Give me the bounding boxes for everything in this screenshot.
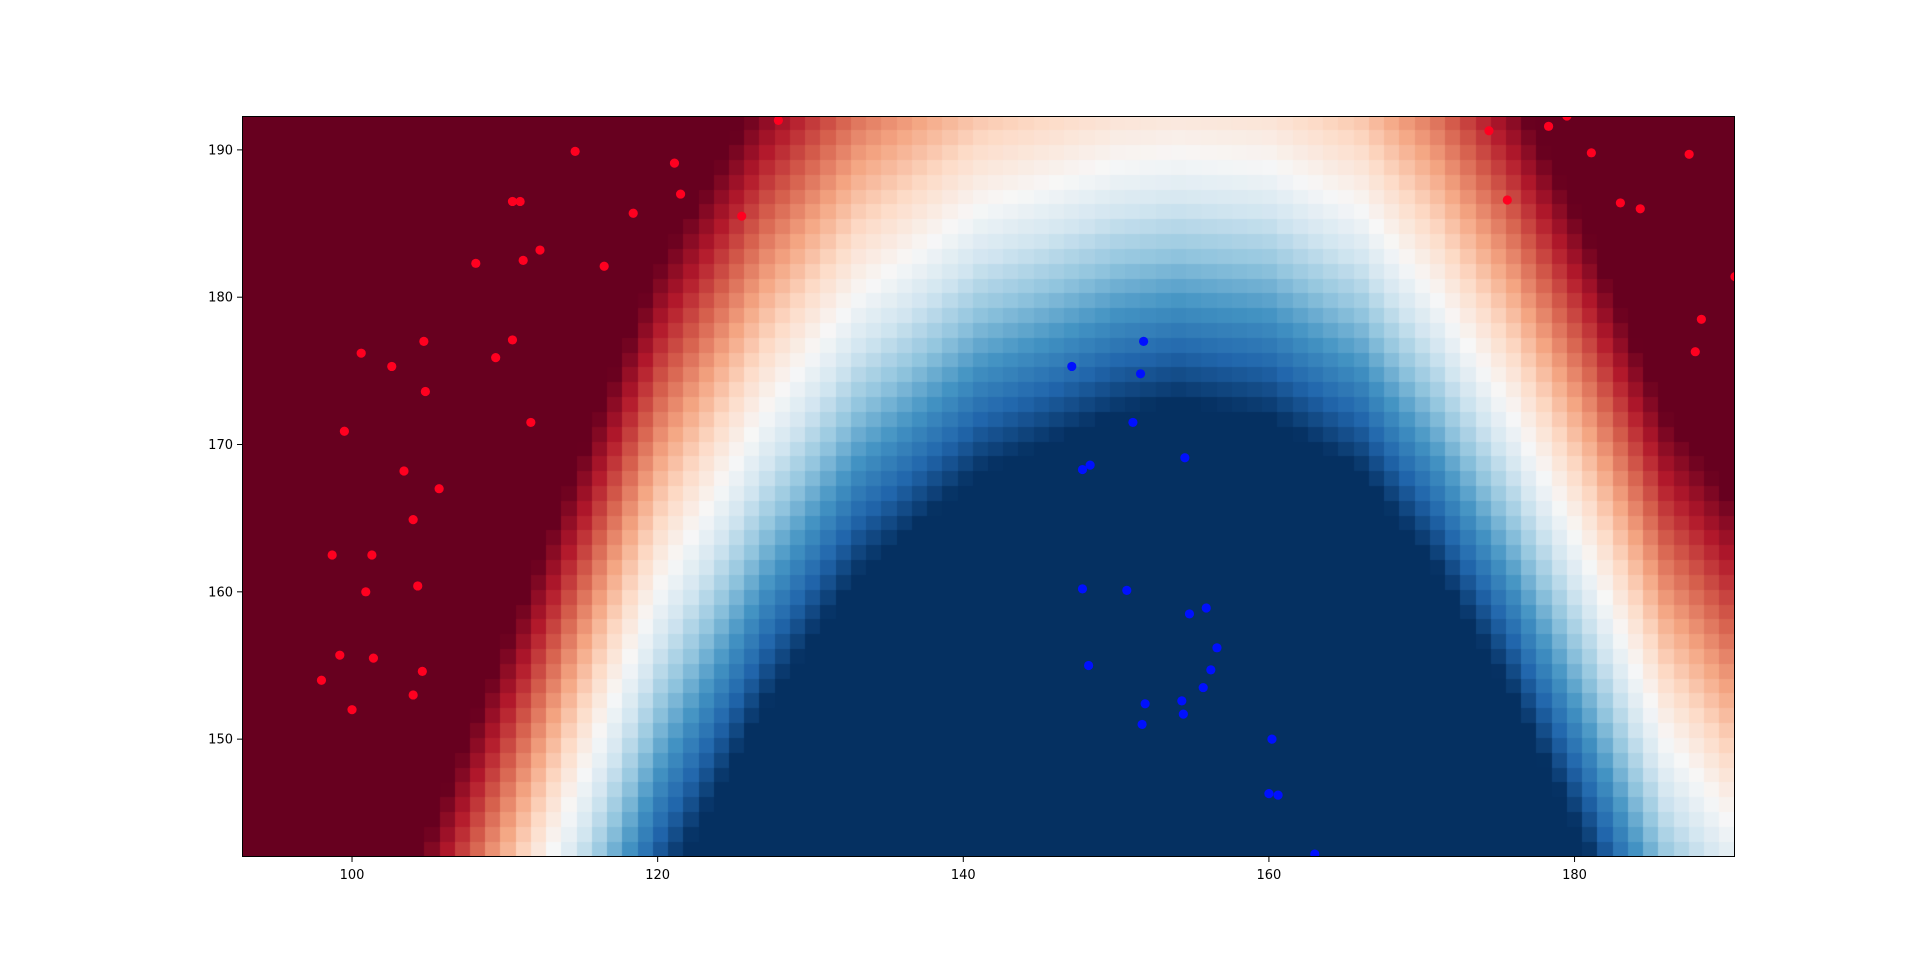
red-point: [413, 581, 423, 591]
red-point: [1586, 148, 1596, 158]
y-tick-label: 160: [208, 585, 233, 600]
red-point: [347, 705, 357, 715]
blue-point: [1140, 699, 1150, 709]
blue-point: [1198, 682, 1208, 693]
red-point: [515, 196, 525, 207]
red-point: [518, 255, 528, 265]
blue-point: [1135, 369, 1146, 379]
red-point: [773, 116, 783, 126]
y-tick-label: 170: [208, 438, 233, 453]
blue-point: [1201, 603, 1211, 613]
red-point: [1484, 126, 1494, 136]
blue-point: [1267, 734, 1277, 744]
y-axis: 150 160 170 180 190: [208, 143, 242, 748]
red-point: [367, 550, 377, 560]
blue-point: [1077, 464, 1088, 475]
red-point: [368, 653, 379, 663]
x-tick-label: 120: [645, 868, 670, 883]
red-point: [507, 196, 518, 207]
blue-point: [1083, 660, 1094, 671]
blue-point: [1067, 361, 1077, 372]
blue-point: [1128, 417, 1138, 428]
red-point: [408, 515, 418, 525]
decision-surface-heatmap: [242, 116, 1735, 857]
blue-point: [1180, 453, 1190, 463]
red-point: [335, 650, 345, 660]
red-point: [339, 426, 349, 436]
x-tick-label: 180: [1562, 868, 1587, 883]
y-tick-label: 150: [208, 733, 233, 748]
blue-point: [1264, 789, 1274, 799]
blue-point: [1122, 585, 1132, 595]
red-point: [408, 690, 418, 700]
red-point: [327, 550, 337, 560]
blue-point: [1177, 696, 1187, 706]
red-point: [669, 158, 680, 168]
red-point: [471, 258, 481, 268]
red-point: [570, 146, 580, 156]
red-point: [535, 245, 545, 255]
blue-point: [1184, 609, 1195, 619]
red-point: [1684, 149, 1694, 159]
scatter-points-layer: [316, 116, 1735, 857]
red-point: [1696, 314, 1706, 324]
red-point: [526, 417, 536, 428]
red-point: [399, 466, 409, 476]
red-point: [1690, 347, 1700, 357]
blue-point: [1310, 849, 1320, 857]
x-tick-label: 160: [1257, 868, 1282, 883]
y-tick-label: 180: [208, 291, 233, 306]
red-point: [599, 261, 609, 271]
x-tick-label: 100: [340, 868, 365, 883]
red-point: [420, 386, 430, 397]
red-point: [1543, 121, 1554, 131]
red-point: [491, 352, 501, 363]
blue-point: [1212, 643, 1222, 653]
red-point: [737, 211, 747, 221]
red-point: [1635, 204, 1645, 214]
axes-frame: [242, 116, 1735, 857]
blue-point: [1137, 719, 1147, 730]
red-point: [1615, 198, 1625, 208]
red-point: [417, 666, 427, 676]
y-tick-label: 190: [208, 143, 233, 158]
red-point: [356, 348, 366, 358]
blue-point: [1273, 790, 1283, 800]
red-point: [434, 484, 444, 494]
red-point: [1730, 271, 1735, 282]
red-point: [675, 189, 686, 199]
blue-point: [1085, 460, 1095, 470]
red-point: [387, 361, 397, 372]
x-axis: 100 120 140 160 180: [340, 857, 1587, 883]
red-point: [361, 587, 371, 597]
red-point: [628, 208, 638, 218]
red-point: [507, 335, 518, 345]
red-point: [419, 336, 429, 346]
blue-point: [1206, 665, 1216, 675]
red-point: [1502, 195, 1512, 205]
red-point: [316, 675, 327, 685]
blue-point: [1139, 336, 1149, 346]
blue-point: [1077, 584, 1088, 594]
red-point: [1562, 116, 1572, 121]
blue-point: [1178, 709, 1188, 719]
x-tick-label: 140: [951, 868, 976, 883]
